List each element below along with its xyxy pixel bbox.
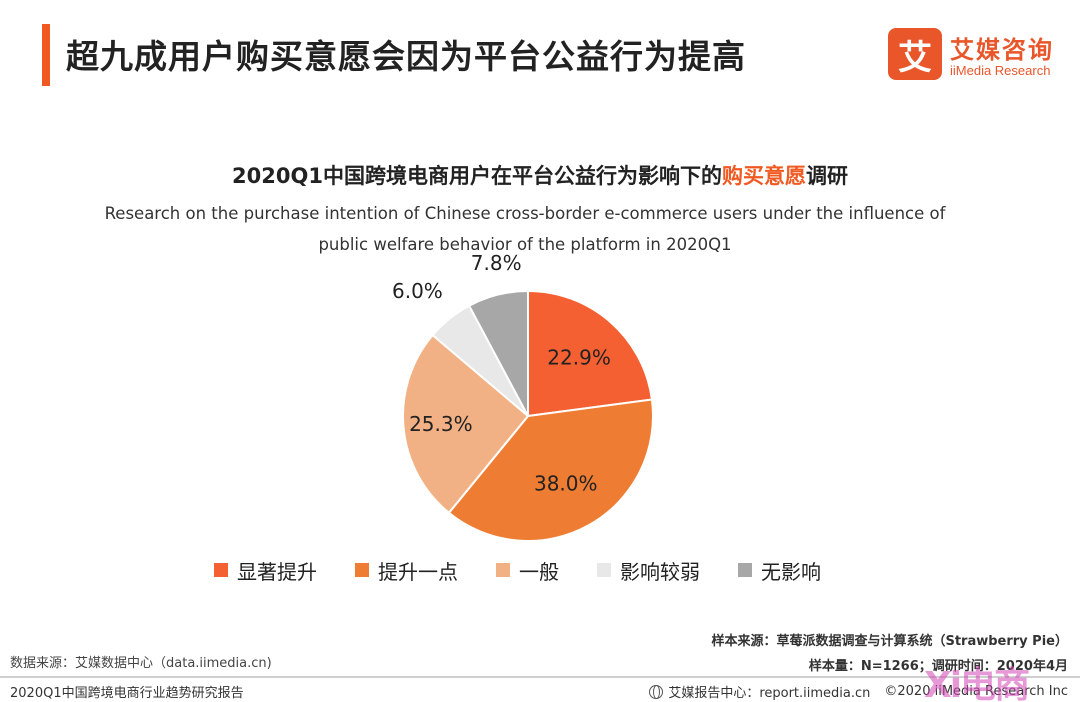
globe-icon: [649, 684, 664, 699]
legend-label: 一般: [519, 559, 559, 584]
copyright: ©2020 iiMedia Research Inc: [884, 684, 1068, 699]
legend-swatch: [214, 563, 228, 577]
chart-title-part-3: 调研: [805, 164, 848, 188]
iimedia-logo: 艾 艾媒咨询 iiMedia Research: [888, 28, 1068, 84]
chart-title-highlight: 购买意愿: [721, 164, 806, 188]
data-source: 数据来源：艾媒数据中心（data.iimedia.cn): [10, 656, 272, 671]
chart-title: 2020Q1中国跨境电商用户在平台公益行为影响下的购买意愿调研: [0, 160, 1080, 190]
pie-slice-3: [402, 333, 530, 515]
footer-credits: 艾媒报告中心：report.iimedia.cn ©2020 iiMedia R…: [649, 682, 1068, 701]
sample-source: 样本来源：草莓派数据调查与计算系统（Strawberry Pie）: [711, 634, 1068, 649]
footer-divider: [0, 676, 1080, 678]
pie-label-1: 22.9%: [547, 346, 611, 370]
pie-label-2: 38.0%: [534, 472, 598, 496]
report-center: 艾媒报告中心：report.iimedia.cn: [668, 686, 871, 701]
legend-label: 显著提升: [237, 559, 317, 584]
logo-name-en: iiMedia Research: [950, 63, 1051, 78]
logo-mark-icon: 艾: [888, 28, 942, 80]
pie-slice-1: [527, 289, 654, 418]
legend-swatch: [738, 563, 752, 577]
legend-item-5: 无影响: [738, 556, 821, 585]
pie-label-4: 6.0%: [392, 279, 443, 303]
logo-name-cn: 艾媒咨询: [950, 36, 1054, 64]
legend-swatch: [597, 563, 611, 577]
pie-slice-2: [447, 398, 654, 542]
page-title: 超九成用户购买意愿会因为平台公益行为提高: [66, 37, 746, 76]
legend-label: 影响较弱: [620, 559, 700, 584]
legend-item-2: 提升一点: [355, 556, 458, 585]
legend-swatch: [496, 563, 510, 577]
pie-label-5: 7.8%: [471, 251, 522, 275]
pie-slice-5: [467, 289, 529, 417]
pie-chart: 22.9% 38.0% 25.3% 6.0% 7.8%: [392, 251, 654, 542]
legend-swatch: [355, 563, 369, 577]
chart-subtitle: Research on the purchase intention of Ch…: [104, 204, 946, 254]
legend-item-3: 一般: [496, 556, 559, 585]
chart-title-part-1: 2020Q1中国跨境电商用户在平台公益行为影响下的: [232, 164, 722, 188]
legend-item-4: 影响较弱: [597, 556, 700, 585]
legend-label: 提升一点: [378, 559, 458, 584]
sample-size: 样本量：N=1266；调研时间：2020年4月: [808, 659, 1068, 674]
legend-item-1: 显著提升: [214, 556, 317, 585]
legend-label: 无影响: [761, 559, 821, 584]
title-accent-bar: [42, 24, 50, 86]
report-name: 2020Q1中国跨境电商行业趋势研究报告: [10, 686, 244, 701]
chart-legend: 显著提升 提升一点 一般 影响较弱 无影响: [214, 555, 859, 585]
pie-label-3: 25.3%: [409, 412, 473, 436]
